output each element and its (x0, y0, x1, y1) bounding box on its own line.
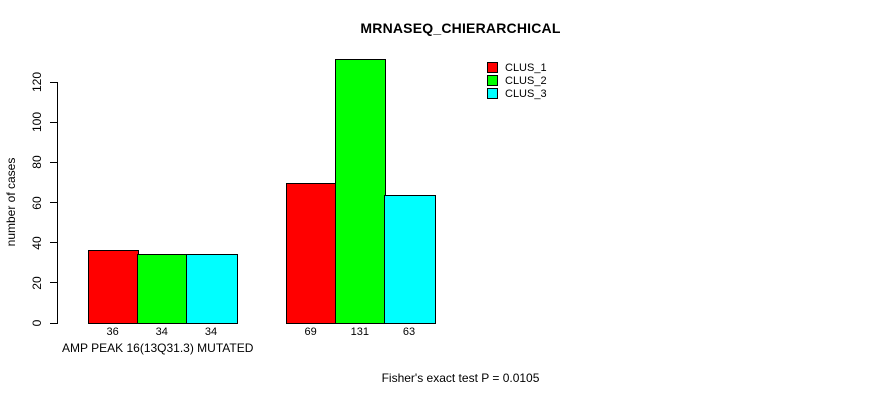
legend-item: CLUS_1 (487, 61, 547, 74)
y-tick-mark (50, 161, 57, 163)
bar-value-label: 34 (204, 326, 218, 338)
y-axis-line (57, 82, 58, 324)
y-tick-label: 40 (30, 235, 44, 250)
bar-clus_3-group2 (384, 195, 436, 324)
y-tick-mark (50, 242, 57, 244)
legend-label: CLUS_1 (505, 61, 547, 74)
bar-value-label: 131 (350, 326, 369, 338)
y-tick-label: 60 (30, 195, 44, 210)
legend-item: CLUS_3 (487, 87, 547, 100)
y-tick-label: 0 (30, 319, 44, 327)
bar-value-label: 34 (155, 326, 168, 338)
x-axis-label: AMP PEAK 16(13Q31.3) MUTATED (62, 341, 254, 355)
y-tick-label: 100 (30, 112, 44, 133)
annotation-text: Fisher's exact test P = 0.0105 (381, 371, 540, 385)
bar-clus_2-group1 (137, 254, 189, 324)
bar-clus_1-group1 (88, 250, 140, 324)
legend-label: CLUS_2 (505, 74, 547, 87)
y-tick-label: 20 (30, 276, 44, 290)
bar-value-label: 69 (304, 326, 317, 338)
y-tick-mark (50, 322, 57, 324)
legend-label: CLUS_3 (505, 87, 547, 100)
y-tick-mark (50, 81, 57, 83)
legend-swatch-icon (487, 75, 498, 86)
y-tick-mark (50, 202, 57, 203)
legend-swatch-icon (487, 88, 498, 99)
bar-clus_1-group2 (286, 183, 338, 324)
y-tick-mark (50, 121, 57, 123)
y-tick-mark (50, 282, 57, 284)
chart-title: MRNASEQ_CHIERARCHICAL (360, 20, 561, 36)
legend: CLUS_1 CLUS_2 CLUS_3 (487, 61, 547, 100)
bar-value-label: 63 (402, 326, 416, 338)
y-tick-label: 80 (30, 155, 44, 170)
bar-value-label: 36 (106, 326, 119, 338)
legend-item: CLUS_2 (487, 74, 547, 87)
bar-clus_2-group2 (335, 59, 387, 324)
legend-swatch-icon (487, 62, 498, 73)
y-tick-label: 120 (30, 71, 44, 93)
y-axis-label: number of cases (4, 157, 18, 247)
bar-clus_3-group1 (186, 254, 238, 324)
